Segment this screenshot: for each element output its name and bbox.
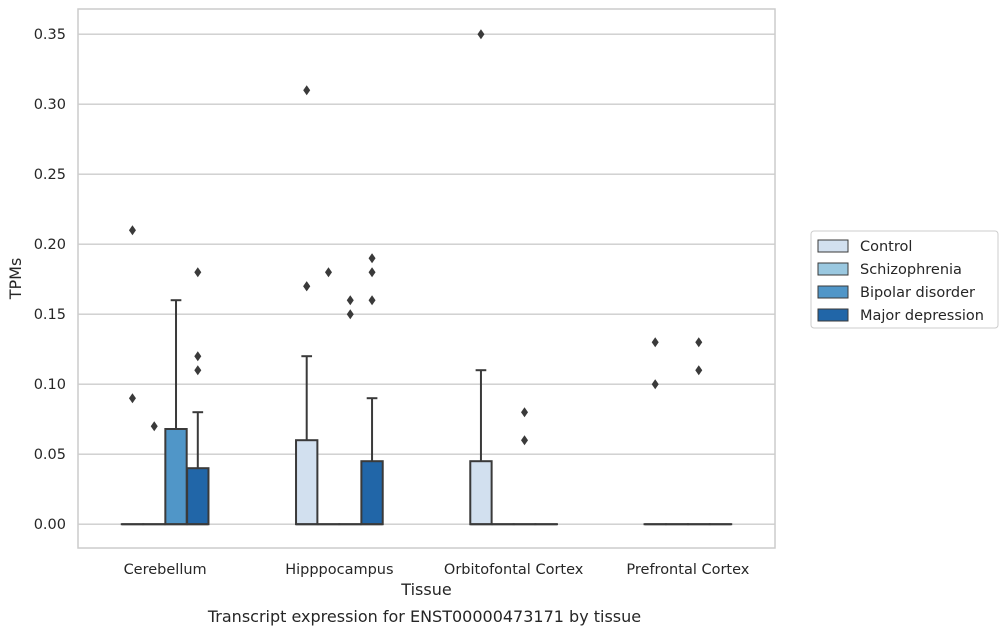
outlier-point xyxy=(521,435,529,446)
x-tick-label: Orbitofontal Cortex xyxy=(444,562,584,578)
x-tick-label: Hipppocampus xyxy=(285,562,393,578)
outlier-point xyxy=(303,85,311,96)
y-axis-label: TPMs xyxy=(6,258,25,301)
legend-label: Control xyxy=(860,239,912,255)
outlier-point xyxy=(303,281,311,292)
y-tick-label: 0.00 xyxy=(34,517,66,533)
legend-frame xyxy=(810,230,999,329)
outlier-point xyxy=(695,337,703,348)
outlier-point xyxy=(194,267,202,278)
box xyxy=(186,467,210,526)
legend-label: Bipolar disorder xyxy=(860,285,975,301)
y-tick-label: 0.10 xyxy=(34,377,66,393)
x-tick-label: Cerebellum xyxy=(124,562,207,578)
legend-swatch xyxy=(817,285,849,299)
outlier-point xyxy=(194,365,202,376)
box xyxy=(164,428,188,526)
outlier-point xyxy=(324,267,332,278)
outlier-point xyxy=(128,225,136,236)
outlier-point xyxy=(695,365,703,376)
chart-caption: Transcript expression for ENST0000047317… xyxy=(207,607,641,626)
box xyxy=(469,460,493,526)
y-tick-label: 0.35 xyxy=(34,27,66,43)
box xyxy=(295,439,319,526)
legend-swatch xyxy=(817,308,849,322)
outlier-point xyxy=(521,407,529,418)
box xyxy=(360,460,384,526)
outlier-point xyxy=(368,267,376,278)
outlier-point xyxy=(346,295,354,306)
y-tick-label: 0.05 xyxy=(34,447,66,463)
legend: Control Schizophrenia Bipolar disorder Majo… xyxy=(810,230,999,329)
legend-label: Major depression xyxy=(860,308,984,324)
outlier-point xyxy=(651,337,659,348)
outlier-point xyxy=(368,253,376,264)
y-tick-label: 0.30 xyxy=(34,97,66,113)
y-tick-labels: 0.00 0.05 0.10 0.15 0.20 0.25 0.30 0.35 xyxy=(34,27,66,533)
outlier-point xyxy=(651,379,659,390)
y-tick-label: 0.20 xyxy=(34,237,66,253)
outlier-point xyxy=(368,295,376,306)
box-plot-series xyxy=(120,29,733,526)
x-axis-label: Tissue xyxy=(400,580,451,599)
legend-label: Schizophrenia xyxy=(860,262,962,278)
legend-swatch xyxy=(817,239,849,253)
grid-lines xyxy=(78,33,775,525)
outlier-point xyxy=(477,29,485,40)
y-tick-label: 0.25 xyxy=(34,167,66,183)
legend-swatch xyxy=(817,262,849,276)
plot-frame xyxy=(77,8,776,549)
outlier-point xyxy=(346,309,354,320)
x-tick-labels: Cerebellum Hipppocampus Orbitofontal Corte… xyxy=(124,562,750,578)
outlier-point xyxy=(128,393,136,404)
y-tick-label: 0.15 xyxy=(34,307,66,323)
outlier-point xyxy=(150,421,158,432)
outlier-point xyxy=(194,351,202,362)
x-tick-label: Prefrontal Cortex xyxy=(626,562,749,578)
